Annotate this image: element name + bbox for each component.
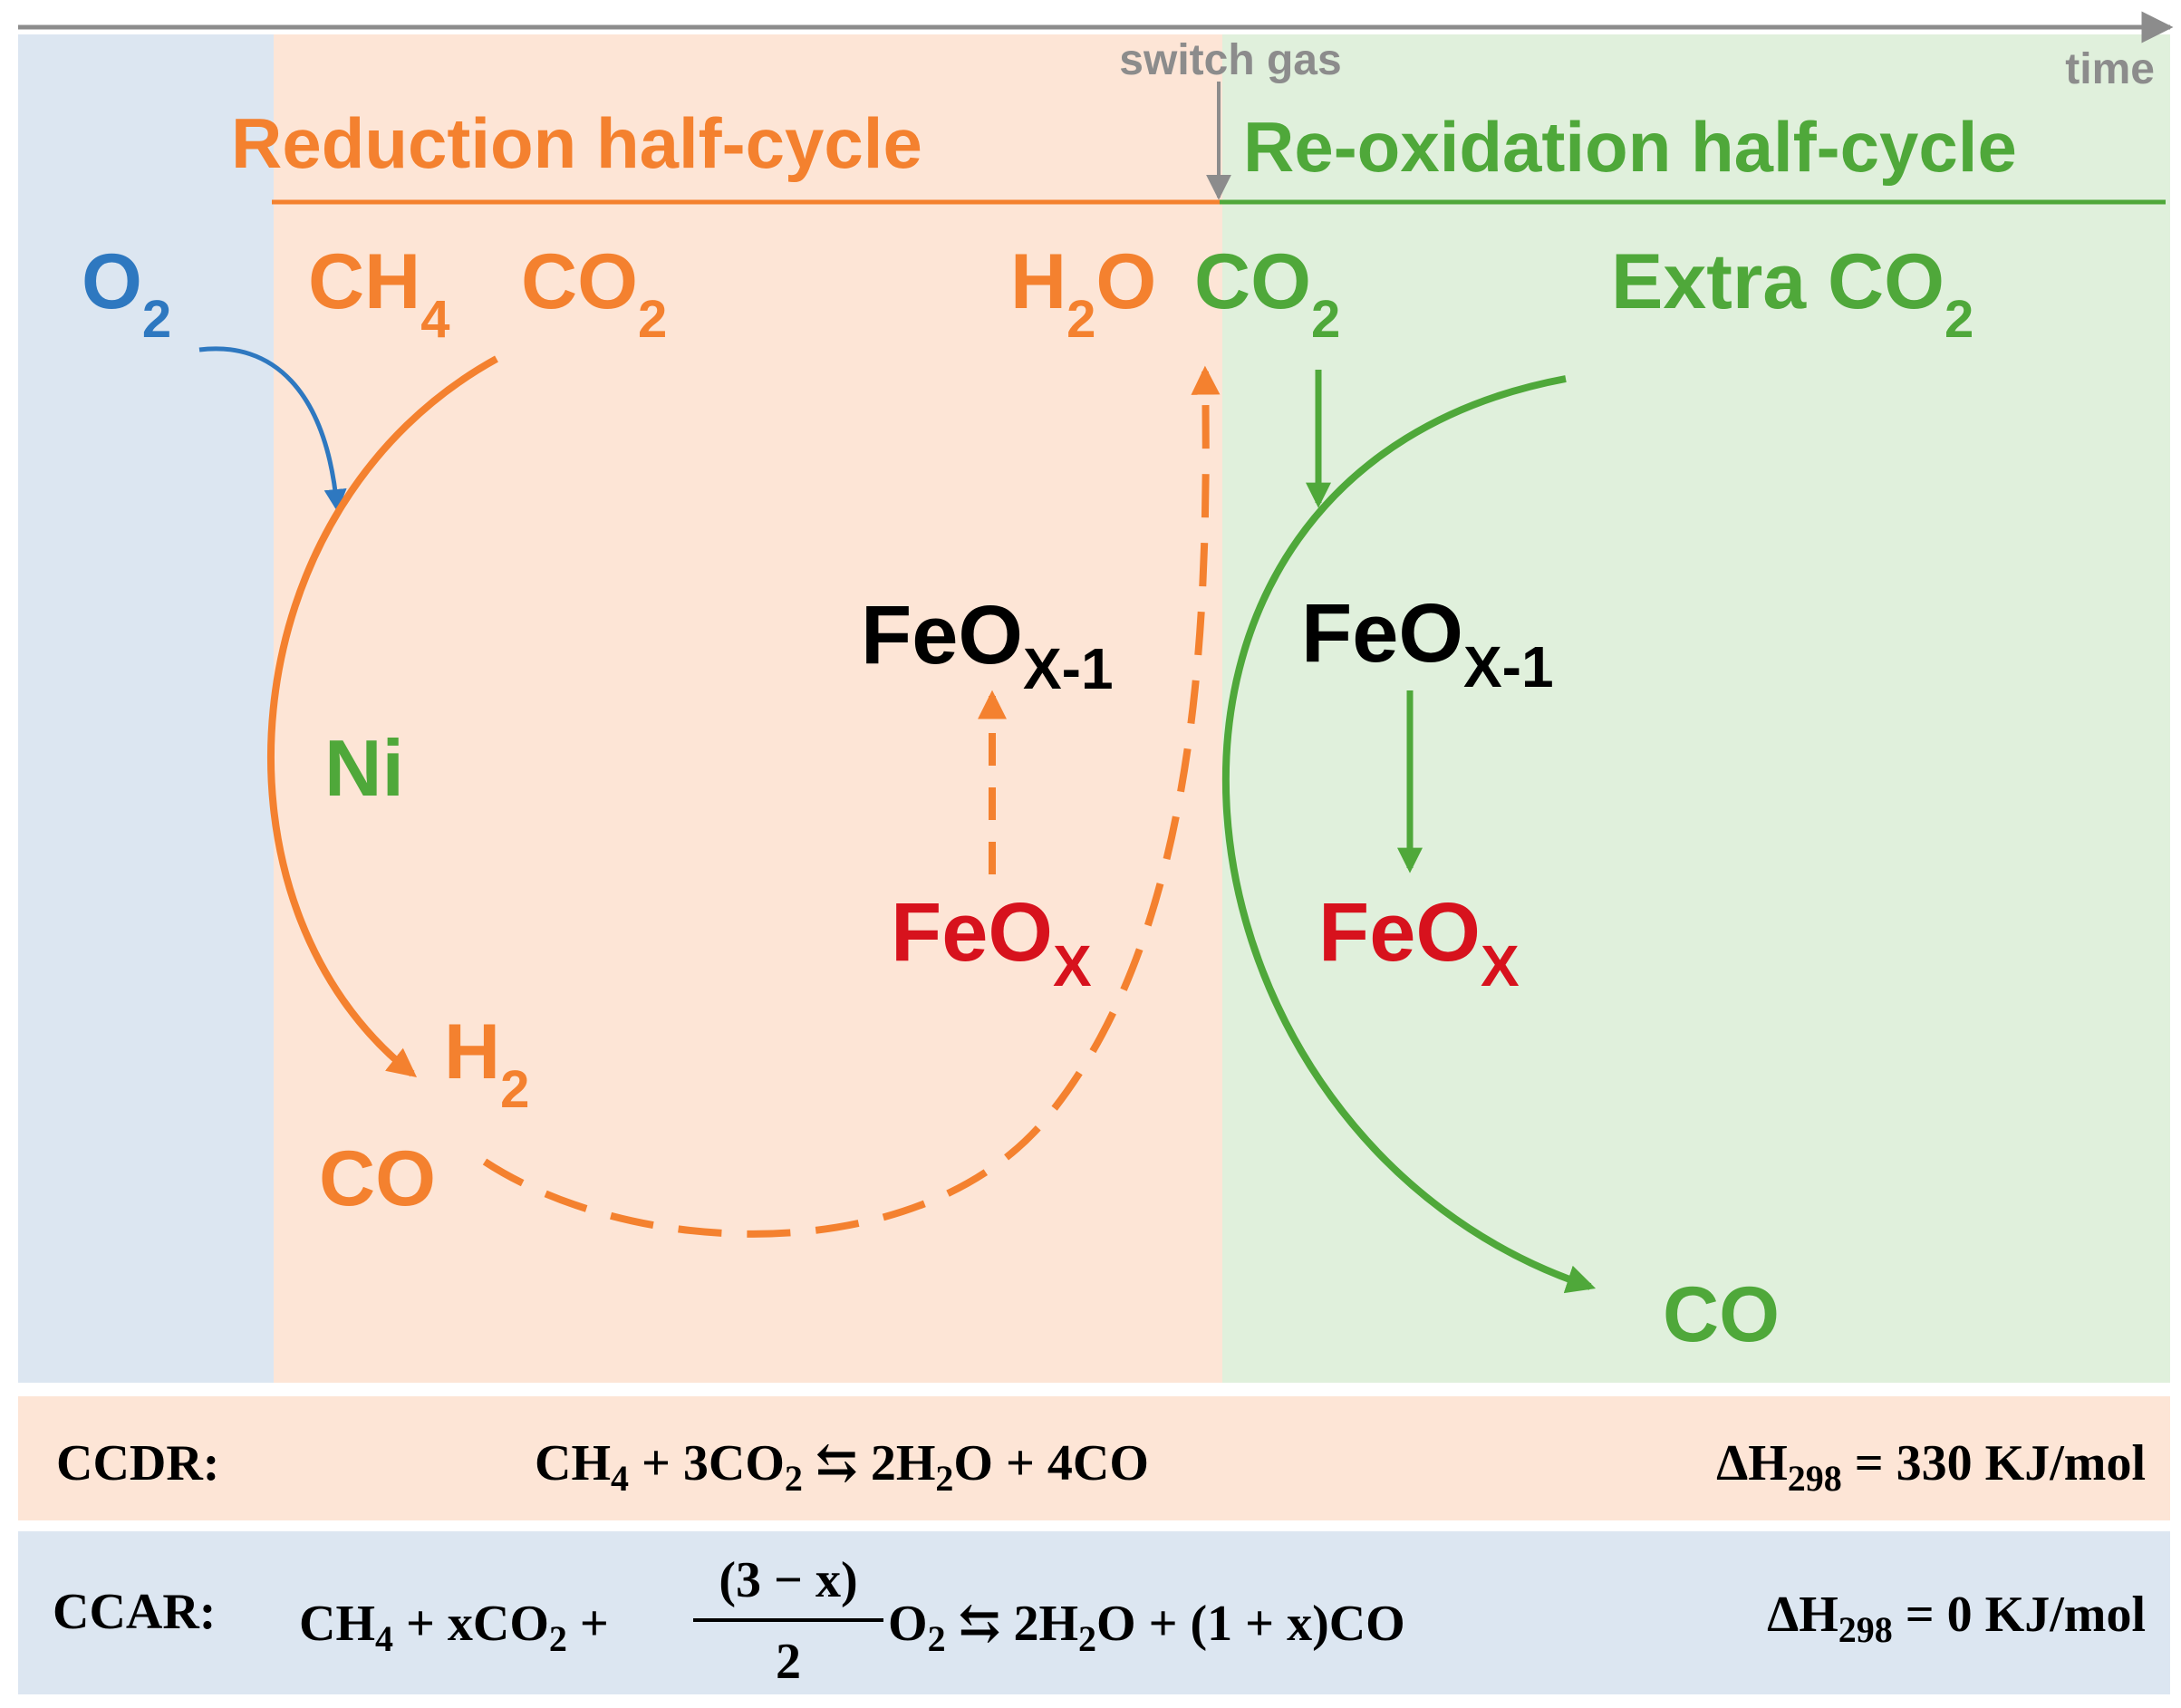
syngas-to-oxide-dashed-arrow <box>482 365 1221 1238</box>
ccar-enthalpy: ΔH298 = 0 KJ/mol <box>1767 1587 2146 1650</box>
reduction-panel <box>274 34 1222 1383</box>
ccdr-reaction: CH4 + 3CO2 ⇆ 2H2O + 4CO <box>535 1435 1149 1499</box>
ccar-reaction-lhs: CH4 + xCO2 + <box>299 1596 609 1659</box>
ccar-equation-panel <box>18 1531 2170 1694</box>
ni-catalyst-label: Ni <box>324 723 404 813</box>
reoxidation-panel <box>1222 34 2170 1383</box>
co2-out-label: CO2 <box>1194 238 1340 349</box>
pre-oxidation-panel <box>18 34 274 1383</box>
ch4-label: CH4 <box>308 238 449 349</box>
reoxidation-half-cycle-label: Re-oxidation half-cycle <box>1243 107 2017 187</box>
ccar-reaction-rhs: O2 ⇆ 2H2O + (1 + x)CO <box>888 1596 1405 1659</box>
reduction-half-cycle-label: Reduction half-cycle <box>231 103 922 183</box>
feox-left-label: FeOX <box>891 886 1092 999</box>
ccdr-name: CCDR: <box>56 1435 219 1491</box>
ccdr-equation-panel <box>18 1396 2170 1520</box>
co2-feed-label: CO2 <box>521 238 667 349</box>
co-reoxidation-label: CO <box>1663 1271 1780 1358</box>
h2-label: H2 <box>444 1008 529 1119</box>
ccar-fraction-numerator: (3 − x) <box>719 1552 857 1608</box>
feox-right-label: FeOX <box>1318 886 1520 999</box>
o2-label: O2 <box>82 238 171 349</box>
feox-reduced-left-label: FeOX-1 <box>861 589 1114 701</box>
o2-feed-arrow <box>198 346 347 512</box>
h2o-out-label: H2O <box>1010 238 1156 349</box>
time-label: time <box>2065 45 2155 93</box>
switch-gas-label: switch gas <box>1119 36 1341 84</box>
ccdr-enthalpy: ΔH298 = 330 KJ/mol <box>1716 1435 2146 1499</box>
ccar-fraction-denominator: 2 <box>776 1634 801 1690</box>
co-reduction-label: CO <box>319 1135 436 1222</box>
feox-reduced-right-label: FeOX-1 <box>1301 587 1554 700</box>
ccar-name: CCAR: <box>53 1584 216 1640</box>
ch4-reforming-arc-arrow <box>267 355 498 1077</box>
extra-co2-label: Extra CO2 <box>1611 238 1974 349</box>
co2-splitting-arc-arrow <box>1221 375 1597 1294</box>
